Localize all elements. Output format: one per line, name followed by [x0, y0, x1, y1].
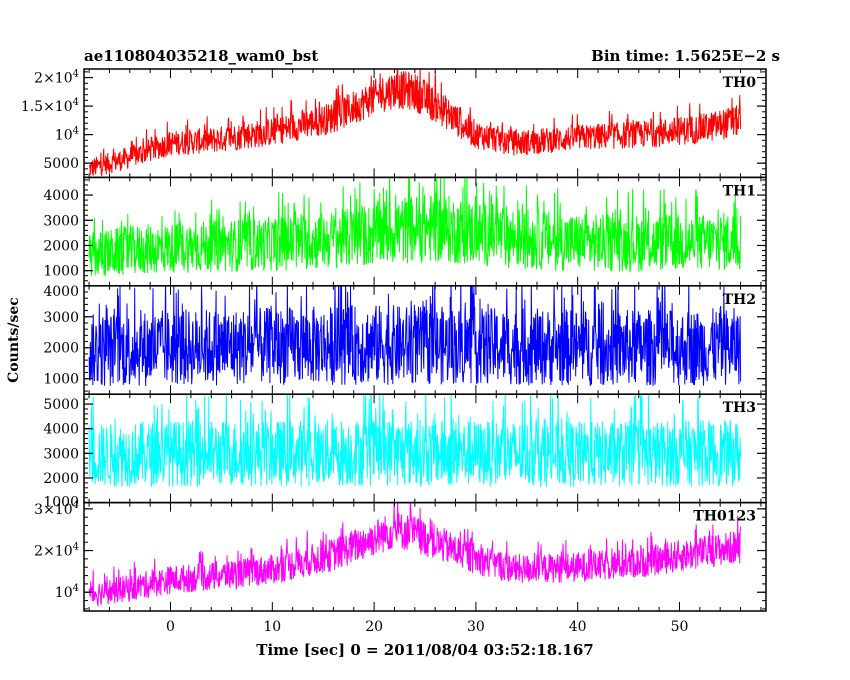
y-tick-label: 3000 — [43, 310, 79, 326]
y-tick-label: 4000 — [43, 188, 79, 204]
y-tick-label: 2000 — [43, 341, 79, 357]
x-tick-label: 10 — [263, 619, 281, 635]
series-line-th3 — [88, 394, 742, 488]
panel-label-th2: TH2 — [723, 292, 756, 308]
y-tick-label: 1000 — [43, 264, 79, 280]
y-tick-label: 1000 — [43, 372, 79, 388]
y-tick-label: 104 — [55, 126, 79, 144]
panel-label-th3: TH3 — [723, 400, 756, 416]
y-tick-label: 3×104 — [34, 500, 79, 518]
y-tick-label: 104 — [55, 583, 79, 601]
series-line-th2 — [88, 285, 742, 387]
x-tick-label: 20 — [365, 619, 383, 635]
y-tick-label: 4000 — [43, 284, 79, 300]
series-line-th0123 — [88, 502, 742, 608]
panel-label-th0123: TH0123 — [693, 509, 756, 525]
y-tick-label: 2×104 — [34, 542, 79, 560]
x-tick-label: 40 — [569, 619, 587, 635]
panel-stack: 5000 104 1.5×104 2×104 TH0 1000 2000 3000 4000 TH… — [21, 68, 767, 635]
y-tick-label: 5000 — [43, 397, 79, 413]
series-line-th1 — [88, 177, 742, 277]
x-tick-label: 50 — [671, 619, 689, 635]
y-tick-label: 1.5×104 — [21, 97, 79, 115]
y-tick-label: 2000 — [43, 238, 79, 254]
y-axis-label: Counts/sec — [6, 297, 22, 383]
x-tick-label: 0 — [166, 619, 175, 635]
x-tick-label: 30 — [467, 619, 485, 635]
panel-frame-th0123 — [83, 501, 767, 612]
y-tick-label: 1000 — [43, 495, 79, 511]
y-tick-label: 4000 — [43, 422, 79, 438]
y-tick-label: 2×104 — [34, 69, 79, 87]
y-tick-label: 5000 — [43, 156, 79, 172]
y-tick-label: 3000 — [43, 446, 79, 462]
observation-id-header: ae110804035218_wam0_bst — [84, 47, 318, 65]
y-tick-label: 2000 — [43, 471, 79, 487]
panel-label-th0: TH0 — [723, 75, 757, 91]
x-axis-label: Time [sec] 0 = 2011/08/04 03:52:18.167 — [256, 641, 593, 659]
bin-time-header: Bin time: 1.5625E−2 s — [591, 47, 780, 65]
series-line-th0 — [88, 69, 742, 176]
panel-label-th1: TH1 — [723, 183, 756, 199]
y-tick-label: 3000 — [43, 213, 79, 229]
